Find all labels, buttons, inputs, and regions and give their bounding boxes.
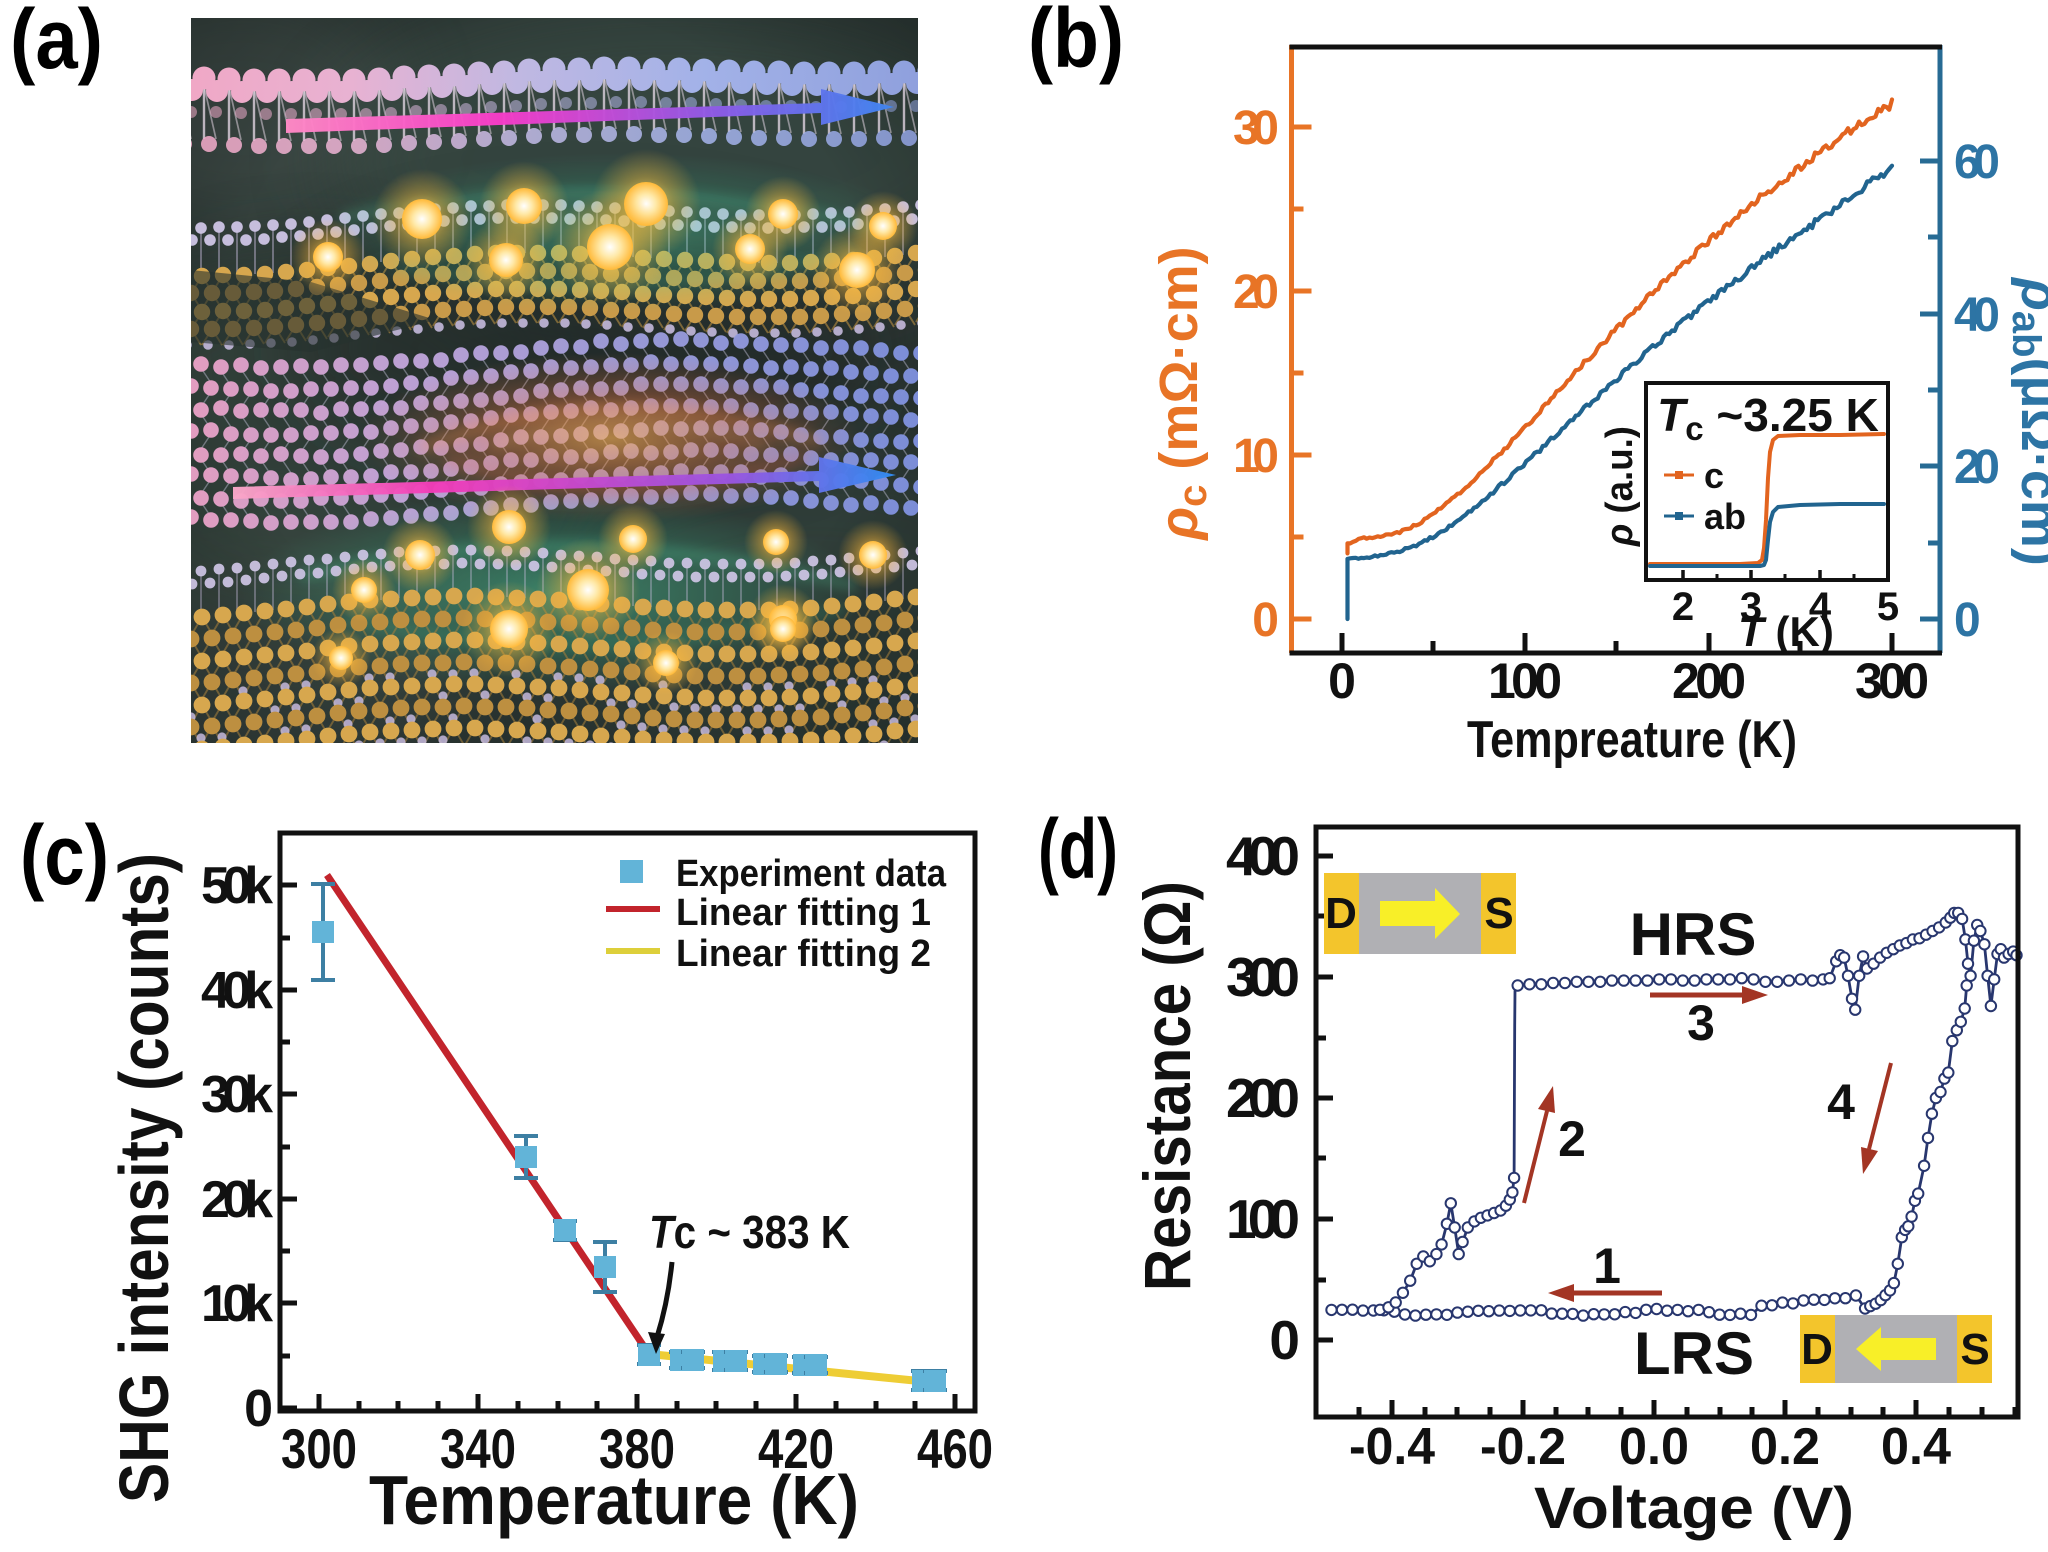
svg-text:Resistance (Ω): Resistance (Ω) xyxy=(1130,881,1204,1291)
svg-text:400: 400 xyxy=(1226,825,1300,887)
svg-text:ρab(μΩ·cm): ρab(μΩ·cm) xyxy=(2004,276,2048,566)
svg-text:4: 4 xyxy=(1827,1074,1855,1130)
svg-text:0.4: 0.4 xyxy=(1881,1418,1951,1476)
svg-text:2: 2 xyxy=(1558,1111,1586,1167)
svg-text:0: 0 xyxy=(244,1380,273,1438)
svg-text:D: D xyxy=(1801,1325,1833,1374)
svg-text:200: 200 xyxy=(1226,1067,1300,1129)
svg-text:420: 420 xyxy=(758,1417,834,1480)
svg-text:2: 2 xyxy=(1672,585,1694,629)
svg-text:10k: 10k xyxy=(201,1275,273,1333)
svg-text:100: 100 xyxy=(1226,1188,1300,1250)
svg-text:0: 0 xyxy=(1252,594,1279,647)
svg-text:(a): (a) xyxy=(10,0,103,86)
svg-text:4: 4 xyxy=(1809,585,1832,629)
svg-text:Linear fitting 2: Linear fitting 2 xyxy=(676,933,931,975)
svg-text:S: S xyxy=(1960,1325,1989,1374)
svg-text:0: 0 xyxy=(1269,1309,1300,1371)
svg-text:5: 5 xyxy=(1877,585,1899,629)
svg-text:60: 60 xyxy=(1954,136,2000,189)
svg-text:10: 10 xyxy=(1233,430,1279,483)
svg-text:340: 340 xyxy=(440,1417,516,1480)
svg-text:30k: 30k xyxy=(201,1066,273,1124)
svg-text:ρ (a.u.): ρ (a.u.) xyxy=(1599,426,1641,547)
svg-text:100: 100 xyxy=(1488,653,1562,709)
svg-text:40: 40 xyxy=(1954,289,2000,342)
svg-text:50k: 50k xyxy=(201,857,273,915)
svg-text:380: 380 xyxy=(599,1417,675,1480)
svg-text:ρc (mΩ·cm): ρc (mΩ·cm) xyxy=(1149,246,1215,541)
svg-text:20: 20 xyxy=(1954,441,2000,494)
svg-text:(b): (b) xyxy=(1028,0,1124,85)
svg-text:0: 0 xyxy=(1954,594,1981,647)
svg-text:LRS: LRS xyxy=(1634,1320,1754,1387)
svg-text:30: 30 xyxy=(1233,102,1279,155)
svg-text:Tempreature (K): Tempreature (K) xyxy=(1467,711,1797,769)
svg-text:SHG intensity (counts): SHG intensity (counts) xyxy=(105,853,183,1503)
svg-text:300: 300 xyxy=(1226,946,1300,1008)
svg-text:0.2: 0.2 xyxy=(1750,1418,1820,1476)
svg-text:-0.4: -0.4 xyxy=(1349,1418,1435,1476)
svg-text:20: 20 xyxy=(1233,266,1279,319)
svg-text:S: S xyxy=(1484,889,1513,938)
svg-text:c: c xyxy=(1704,455,1724,496)
svg-text:Voltage (V): Voltage (V) xyxy=(1534,1476,1854,1541)
svg-text:40k: 40k xyxy=(201,962,273,1020)
svg-text:ab: ab xyxy=(1704,496,1746,537)
svg-text:(c): (c) xyxy=(20,808,109,902)
svg-text:1: 1 xyxy=(1593,1238,1621,1294)
svg-text:Tc ~ 383 K: Tc ~ 383 K xyxy=(649,1206,850,1258)
svg-text:(d): (d) xyxy=(1038,802,1118,896)
svg-text:HRS: HRS xyxy=(1630,901,1757,968)
svg-text:Linear fitting 1: Linear fitting 1 xyxy=(676,892,931,934)
svg-text:Tc ~3.25 K: Tc ~3.25 K xyxy=(1657,389,1879,447)
svg-text:T (K): T (K) xyxy=(1738,608,1834,655)
svg-text:460: 460 xyxy=(917,1417,993,1480)
svg-text:Experiment data: Experiment data xyxy=(676,853,947,895)
svg-text:0.0: 0.0 xyxy=(1619,1418,1689,1476)
svg-text:300: 300 xyxy=(1855,653,1929,709)
svg-text:-0.2: -0.2 xyxy=(1480,1418,1566,1476)
svg-text:3: 3 xyxy=(1740,585,1762,629)
svg-text:200: 200 xyxy=(1672,653,1746,709)
svg-text:Temperature (K): Temperature (K) xyxy=(369,1461,859,1539)
svg-text:0: 0 xyxy=(1328,653,1356,709)
svg-text:3: 3 xyxy=(1687,995,1715,1051)
svg-text:20k: 20k xyxy=(201,1171,273,1229)
svg-text:D: D xyxy=(1325,889,1357,938)
svg-text:300: 300 xyxy=(281,1417,357,1480)
